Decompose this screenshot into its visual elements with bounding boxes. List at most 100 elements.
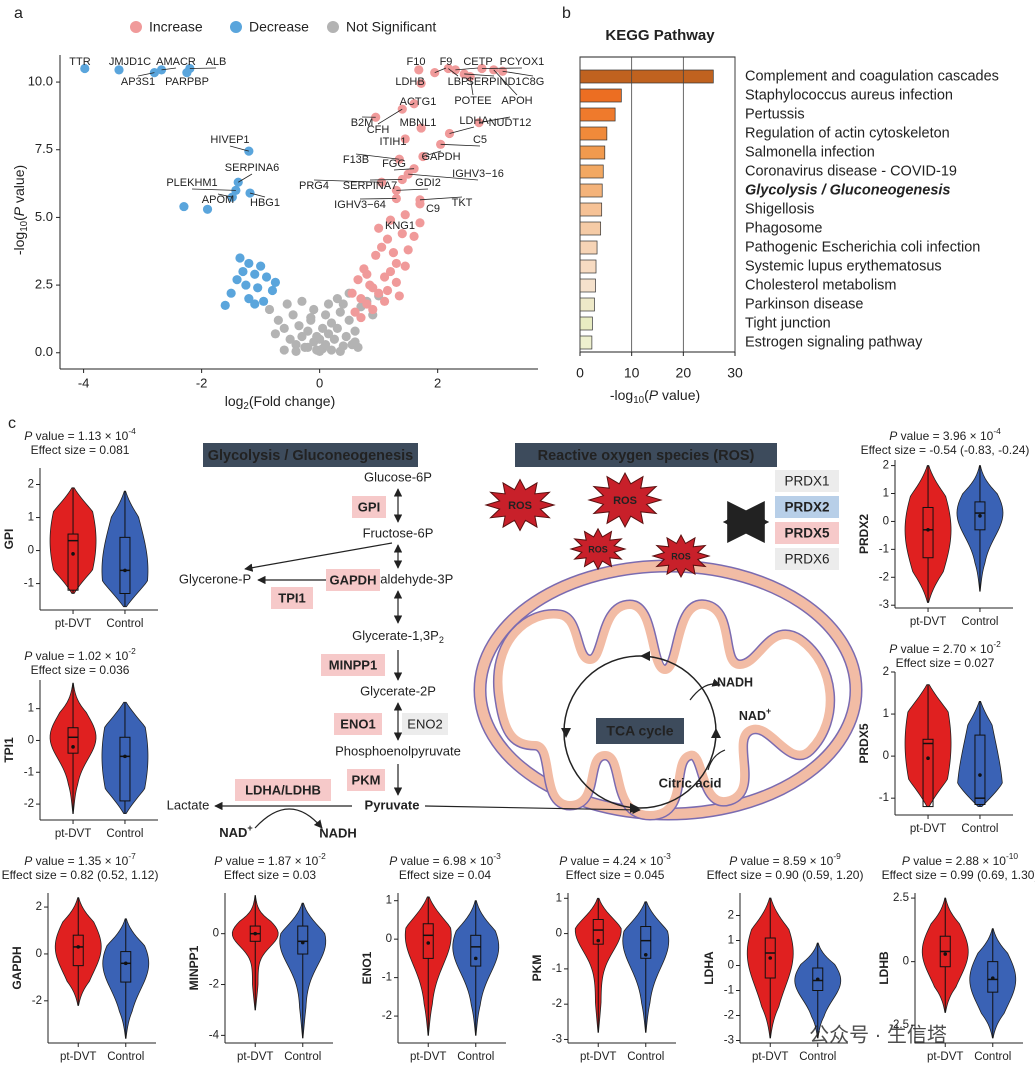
point-label: C8G (522, 76, 545, 88)
point (244, 294, 254, 304)
point (356, 294, 366, 304)
p-value-text-part: value = 1.13 × 10 (32, 429, 128, 443)
legend-label: Not Significant (346, 19, 436, 35)
point-label: FGG (382, 158, 406, 170)
point (341, 331, 351, 342)
metabolite-part: 2 (439, 635, 444, 645)
point (270, 329, 280, 339)
point (329, 334, 340, 344)
mean (473, 956, 478, 961)
p-value-text: P value = 8.59 × 10-9 (729, 851, 841, 868)
bar (579, 69, 714, 84)
point (270, 277, 280, 287)
y-tick-label: 1 (883, 488, 889, 500)
category-label: Salmonella infection (745, 144, 875, 160)
box (922, 738, 934, 808)
point-label: LDHB (395, 76, 424, 88)
point-label: SERPIND1 (466, 76, 521, 88)
y-tick-label: 0.0 (35, 344, 53, 359)
category-label: Phagosome (745, 220, 822, 236)
point (362, 269, 372, 279)
mean (978, 514, 982, 518)
label-leader (422, 150, 442, 157)
point (235, 253, 245, 263)
point (245, 188, 255, 198)
box (974, 734, 986, 805)
point (273, 315, 283, 325)
enzyme-label: ENO2 (407, 716, 442, 731)
point (297, 331, 307, 342)
x-tick-label: pt-DVT (55, 618, 91, 630)
y-tick-label: 1 (386, 895, 392, 907)
effect-size-text: Effect size = 0.04 (399, 868, 491, 882)
y-tick-label: 0 (883, 515, 889, 527)
y-tick-label: 0 (728, 960, 734, 972)
bar (579, 126, 608, 141)
y-axis-label: PKM (530, 955, 544, 982)
category-label: Tight junction (745, 315, 831, 331)
point (320, 310, 331, 320)
point (156, 65, 167, 75)
point (391, 277, 401, 287)
prdx-label: PRDX5 (784, 526, 830, 541)
point (256, 261, 266, 271)
bar (579, 183, 603, 198)
y-axis-label: MINPP1 (187, 945, 201, 990)
p-value-text-part: P (902, 854, 910, 868)
enzyme-label: ENO1 (340, 716, 375, 731)
mean (815, 977, 820, 982)
point-label: LBP (448, 76, 469, 88)
point (244, 258, 254, 269)
bar (579, 202, 603, 217)
enzyme-box (235, 779, 331, 801)
y-tick-label: 2 (883, 460, 889, 472)
y-axis-label-part: 10 (19, 220, 30, 231)
tca-nad-part: NAD (739, 709, 766, 723)
y-tick-label: -2 (724, 1010, 734, 1022)
point-label: F9 (440, 56, 453, 68)
prdx-box (775, 470, 839, 492)
ros-label: ROS (671, 551, 691, 561)
panel-label: b (562, 5, 571, 22)
point (220, 300, 230, 310)
label-leader (377, 108, 403, 125)
category-label: Shigellosis (745, 201, 814, 217)
mean (71, 745, 75, 749)
enzyme-box (402, 713, 448, 735)
x-axis-label: log2(Fold change) (225, 393, 336, 412)
mean (596, 938, 601, 943)
point (291, 340, 301, 350)
p-value-text-part: value = 2.88 × 10 (910, 854, 1006, 868)
effect-size-text: Effect size = -0.54 (-0.83, -0.24) (861, 443, 1030, 457)
p-value-text-part: -7 (128, 851, 136, 861)
panel-label: a (14, 5, 23, 22)
enzyme-box (334, 713, 382, 735)
p-value-text-part: -3 (663, 851, 671, 861)
metabolite-part: + (247, 823, 252, 833)
point (400, 134, 410, 144)
y-tick-label: 2.5 (893, 892, 909, 904)
category-label: Systemic lupus erythematosus (745, 258, 942, 274)
x-tick-label: Control (961, 823, 998, 835)
point (182, 67, 192, 78)
box (987, 961, 999, 993)
label-leader (464, 73, 495, 77)
x-tick-label: 0 (576, 365, 584, 381)
p-value-text-part: -4 (993, 426, 1001, 436)
box (120, 951, 132, 983)
tca-nad-part: + (766, 706, 771, 716)
label-leader (161, 67, 177, 71)
point (250, 299, 260, 309)
x-tick-label: Control (799, 1051, 836, 1063)
y-tick-label: -4 (209, 1029, 220, 1041)
bar (579, 297, 595, 312)
y-tick-label: -1 (382, 972, 392, 984)
violin (904, 684, 952, 807)
box (72, 934, 84, 967)
point (309, 304, 319, 315)
x-tick-label: -2 (196, 375, 208, 390)
point (356, 312, 366, 323)
y-tick-label: -2 (24, 798, 34, 810)
bar (579, 221, 602, 236)
point (400, 210, 410, 220)
